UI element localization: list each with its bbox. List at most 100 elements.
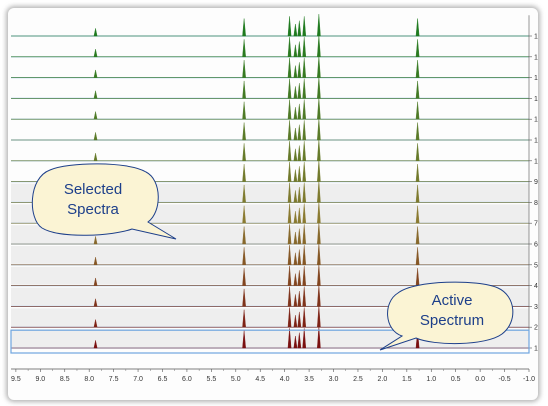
spectrum-peak <box>293 169 298 182</box>
axis-tick-label: 1.0 <box>426 376 436 383</box>
spectrum-peak <box>293 294 298 307</box>
spectrum-peak <box>302 37 307 57</box>
spectrum-peak <box>302 265 307 286</box>
spectrum-peak <box>297 145 302 161</box>
spectrum-peak <box>317 263 321 286</box>
spectrum-peak <box>415 143 420 161</box>
active-spectrum-box[interactable] <box>10 329 530 354</box>
spectrum-peak <box>242 184 246 203</box>
spectra-viewer-frame: 12345678910111213141516 9.59.08.58.07.57… <box>8 8 538 400</box>
spectrum-peak <box>293 252 298 265</box>
spectrum-trace <box>11 138 529 162</box>
spectrum-peak <box>415 60 420 78</box>
spectrum-trace <box>11 326 529 349</box>
spectrum-peak <box>293 211 298 224</box>
spectrum-peak <box>287 224 292 245</box>
spectrum-peak <box>293 190 298 203</box>
spectrum-peak <box>415 101 420 120</box>
spectrum-index-label: 5 <box>534 262 538 269</box>
spectrum-peak <box>415 122 420 141</box>
spectrum-peak <box>242 164 246 182</box>
spectrum-peak <box>317 159 321 182</box>
spectrum-peak <box>415 226 420 245</box>
spectrum-index-labels: 12345678910111213141516 <box>528 15 538 353</box>
axis-tick-label: 8.0 <box>84 376 94 383</box>
spectrum-peak <box>297 166 302 182</box>
spectrum-peak <box>302 141 307 161</box>
spectrum-index-label: 13 <box>534 96 538 103</box>
axis-tick-label: 0.5 <box>451 376 461 383</box>
spectrum-index-label: 12 <box>534 117 538 124</box>
spectrum-peak <box>93 111 98 120</box>
axis-tick-label: 0.0 <box>475 376 485 383</box>
spectrum-trace <box>11 76 529 99</box>
spectrum-peak <box>297 207 302 224</box>
axis-tick-label: 7.0 <box>133 376 143 383</box>
axis-tick-label: 8.5 <box>60 376 70 383</box>
spectrum-index-label: 1 <box>534 346 538 353</box>
spectrum-peak <box>287 328 292 349</box>
spectrum-peak <box>302 99 307 120</box>
spectrum-peak <box>317 34 321 57</box>
stacked-spectra-plot[interactable]: 12345678910111213141516 9.59.08.58.07.57… <box>8 8 538 400</box>
spectrum-peak <box>317 76 321 99</box>
axis-tick-label: 7.5 <box>109 376 119 383</box>
spectrum-peak <box>293 127 298 141</box>
spectrum-peak <box>287 78 292 99</box>
spectrum-peak <box>297 187 302 203</box>
selected-spectra-callout: Selected Spectra <box>31 163 177 240</box>
spectrum-peak <box>287 245 292 265</box>
spectrum-peak <box>287 161 292 182</box>
spectrum-peak <box>415 39 420 57</box>
spectrum-peak <box>302 16 307 37</box>
spectrum-trace <box>11 118 529 141</box>
spectrum-index-label: 14 <box>534 75 538 82</box>
callout-bubble <box>31 163 177 240</box>
spectrum-peak <box>293 107 298 120</box>
spectrum-peak <box>93 236 98 245</box>
axis-tick-label: 9.0 <box>35 376 45 383</box>
callout-bubble <box>379 281 514 351</box>
spectrum-peak <box>242 226 246 245</box>
spectrum-index-label: 15 <box>534 54 538 61</box>
spectrum-peak <box>317 118 321 141</box>
spectrum-peak <box>302 245 307 265</box>
spectrum-peak <box>93 319 98 328</box>
spectrum-peak <box>297 228 302 245</box>
spectrum-peak <box>297 62 302 78</box>
spectrum-peak <box>242 268 246 286</box>
axis-tick-label: -0.5 <box>499 376 511 383</box>
selection-band <box>11 266 529 285</box>
axis-tick-label: 2.0 <box>378 376 388 383</box>
spectrum-peak <box>287 37 292 57</box>
spectrum-peak <box>317 284 321 307</box>
spectrum-index-label: 2 <box>534 325 538 332</box>
axis-tick-label: 3.5 <box>304 376 314 383</box>
spectrum-peak <box>415 80 420 99</box>
spectrum-trace <box>11 14 529 37</box>
spectrum-peak <box>93 298 98 307</box>
spectrum-index-label: 7 <box>534 221 538 228</box>
selection-band <box>11 246 529 264</box>
spectrum-peak <box>302 307 307 328</box>
spectrum-peak <box>302 57 307 78</box>
spectrum-index-label: 4 <box>534 283 538 290</box>
spectrum-peak <box>317 180 321 203</box>
spectrum-peak <box>242 60 246 78</box>
spectrum-peak <box>415 247 420 265</box>
spectrum-peak <box>242 247 246 265</box>
spectrum-peak <box>317 55 321 78</box>
spectrum-peak <box>317 222 321 245</box>
spectrum-peak <box>302 120 307 141</box>
spectrum-peak <box>293 44 298 57</box>
spectrum-peak <box>297 41 302 57</box>
spectrum-peak <box>293 335 298 349</box>
spectrum-trace <box>11 222 529 245</box>
spectrum-peak <box>317 97 321 120</box>
spectrum-peak <box>293 315 298 328</box>
callout-selected-line1: Selected <box>64 181 122 198</box>
callout-active-line1: Active <box>432 292 473 309</box>
spectrum-peak <box>415 18 420 37</box>
spectrum-peak <box>242 288 246 307</box>
active-spectrum-callout: Active Spectrum <box>379 281 514 351</box>
